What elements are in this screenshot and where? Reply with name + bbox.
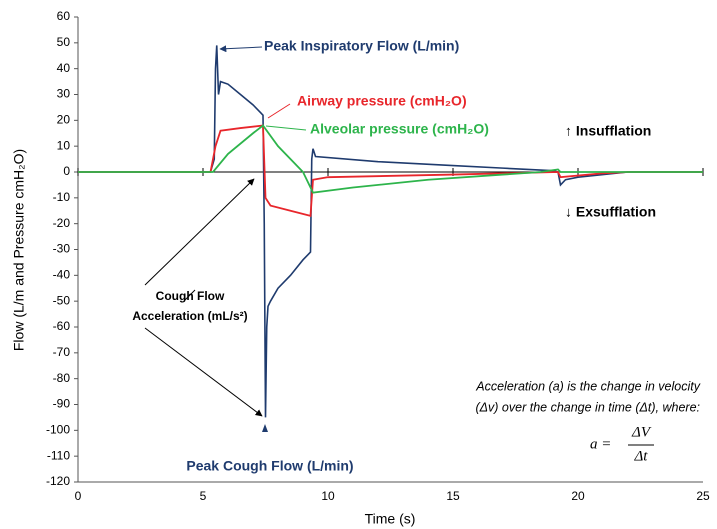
annotation-arrow <box>144 178 255 286</box>
y-tick-label: 60 <box>57 9 71 23</box>
y-tick-label: -30 <box>53 242 71 256</box>
annotation-arrow <box>144 327 263 417</box>
annotation: ΔV <box>631 424 652 440</box>
y-tick-label: -50 <box>53 293 71 307</box>
x-tick-label: 5 <box>200 489 207 503</box>
y-tick-label: 10 <box>57 138 71 152</box>
y-tick-label: -120 <box>46 474 70 488</box>
y-tick-label: 30 <box>57 87 71 101</box>
x-tick-label: 10 <box>321 489 335 503</box>
x-tick-label: 15 <box>446 489 460 503</box>
series-line <box>78 124 703 194</box>
annotation: ↑ Insufflation <box>565 123 651 139</box>
series-line <box>78 124 703 218</box>
y-tick-label: -10 <box>53 190 71 204</box>
y-tick-label: -110 <box>47 448 70 462</box>
annotation-arrow <box>219 45 263 53</box>
annotation: a = <box>590 436 611 452</box>
series-line <box>78 45 703 418</box>
annotation-arrow <box>267 103 291 119</box>
x-tick-label: 25 <box>696 489 710 503</box>
y-tick-label: 20 <box>57 113 71 127</box>
y-tick-label: -60 <box>53 319 71 333</box>
arrow-guide <box>184 289 196 301</box>
x-tick-label: 0 <box>75 489 82 503</box>
y-tick-label: 50 <box>57 35 71 49</box>
y-tick-label: -70 <box>53 345 71 359</box>
series-label: Peak Inspiratory Flow (L/min) <box>264 38 459 54</box>
y-tick-label: -40 <box>53 268 71 282</box>
series-label: Alveolar pressure (cmH₂O) <box>310 121 489 137</box>
y-tick-label: 40 <box>57 61 71 75</box>
y-axis-label: Flow (L/m and Pressure cmH₂O) <box>11 149 27 351</box>
x-tick-label: 20 <box>571 489 585 503</box>
y-tick-label: 0 <box>63 164 70 178</box>
annotation: Acceleration (a) is the change in veloci… <box>475 379 700 393</box>
series-label: Airway pressure (cmH₂O) <box>297 93 467 109</box>
y-tick-label: -100 <box>46 423 70 437</box>
annotation: Δt <box>634 448 649 464</box>
y-tick-label: -20 <box>53 216 71 230</box>
annotation: (Δv) over the change in time (Δt), where… <box>476 400 701 414</box>
annotation: Acceleration (mL/s²) <box>132 309 247 323</box>
annotation: ↓ Exsufflation <box>565 204 656 220</box>
annotation-arrow <box>262 424 268 432</box>
annotation-arrow <box>265 125 307 131</box>
annotation: Cough Flow <box>156 289 225 303</box>
y-tick-label: -90 <box>53 397 71 411</box>
annotation: Peak Cough Flow (L/min) <box>186 458 353 474</box>
y-tick-label: -80 <box>53 371 71 385</box>
x-axis-label: Time (s) <box>365 511 416 527</box>
